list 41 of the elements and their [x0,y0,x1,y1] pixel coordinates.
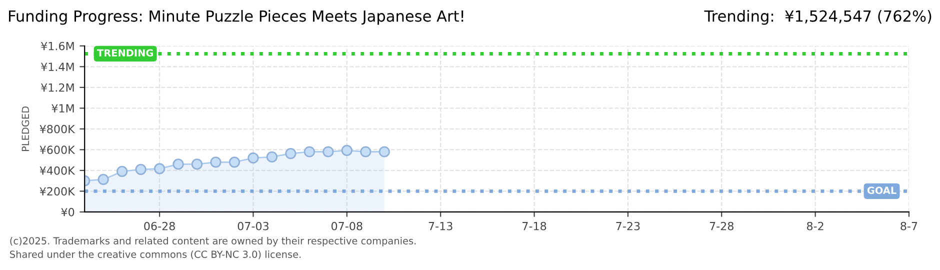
y-tick-label: ¥800K [40,124,76,134]
point [98,174,109,186]
point [154,163,166,174]
x-tick-label: 8-7 [900,222,918,230]
x-tick-label: 7-23 [616,222,640,230]
y-tick-label: ¥1.6M [40,42,74,50]
y-tick-label: ¥200K [40,187,76,196]
text: (c)2025. Trademarks and related content are owned by their respective companies. [10,236,416,246]
point [248,152,259,164]
point [341,144,352,156]
y-tick-label: ¥0 [61,208,74,216]
x-tick-label: 7-18 [522,222,546,230]
x-tick-label: 7-28 [710,222,734,230]
point [116,166,128,178]
point [378,146,390,158]
point [322,146,334,158]
point [135,164,146,175]
point [172,158,184,170]
y-tick-label: ¥1.4M [40,62,74,71]
point [285,148,296,160]
x-tick-label: 7-13 [428,222,452,230]
x-tick-label: 07-03 [238,222,268,230]
point [210,156,222,168]
y-tick-label: ¥400K [40,166,76,175]
y-axis-title: PLEDGED [22,106,30,152]
x-tick-label: 8-2 [806,222,824,230]
point [266,151,278,162]
y-tick-label: ¥1M [52,104,74,112]
point [228,156,240,168]
chart-subtitle: Trending: ¥1,524,547 (762%) [704,10,932,25]
point [360,146,372,158]
ref-line-label: GOAL [867,186,896,194]
x-tick-label: 07-08 [331,222,362,230]
text: Shared under the creative commons (CC BY-NC 3.0) license. [10,250,301,260]
ref-line-label: TRENDING [97,49,153,57]
point [304,146,315,158]
y-tick-label: ¥1.2M [40,83,74,92]
x-tick-label: 06-28 [144,222,175,230]
point [191,158,203,170]
y-tick-label: ¥600K [40,146,76,154]
chart-title: Funding Progress: Minute Puzzle Pieces Meets Japanese Art! [9,10,464,25]
